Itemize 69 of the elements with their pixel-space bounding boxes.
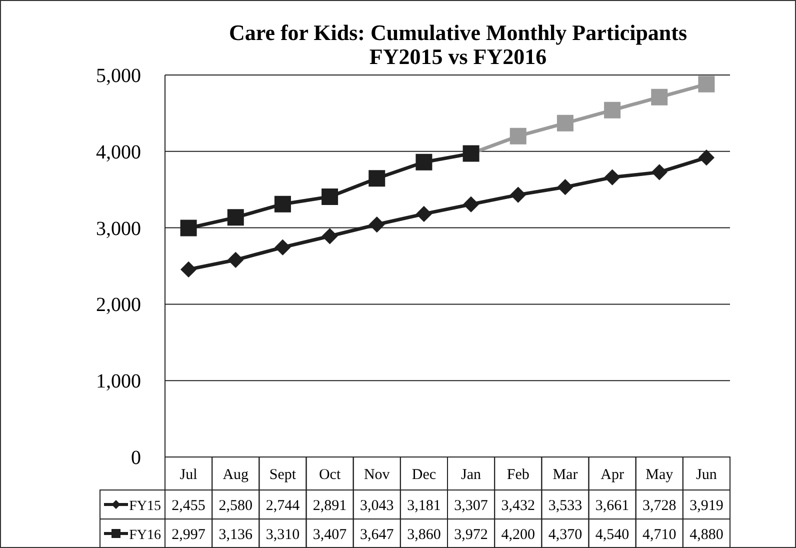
x-tick-label: Oct [318, 467, 342, 483]
data-label: 3,136 [218, 527, 253, 543]
y-tick-label: 4,000 [96, 141, 141, 164]
data-label: 3,407 [312, 527, 348, 543]
data-label: 2,997 [172, 527, 206, 543]
x-tick-label: Aug [222, 467, 250, 483]
legend-label: FY15 [129, 499, 161, 514]
data-label: 3,647 [360, 527, 394, 543]
x-tick-label: Nov [364, 467, 390, 483]
data-label: 3,728 [642, 498, 676, 514]
x-tick-label: Sept [269, 467, 297, 483]
point [556, 114, 574, 132]
data-label: 2,744 [266, 498, 300, 514]
data-label: 3,919 [690, 498, 724, 514]
point [510, 187, 526, 203]
x-tick-label: May [646, 467, 674, 483]
data-label: 4,540 [595, 527, 630, 543]
chart-title: Care for Kids: Cumulative Monthly Participants FY2015 vs FY2016 [228, 20, 688, 69]
y-tick-label: 5,000 [96, 65, 141, 87]
data-label: 3,860 [407, 527, 441, 543]
point [557, 179, 573, 195]
point [698, 150, 714, 166]
data-label: 4,880 [690, 527, 724, 543]
x-tick-label: Dec [412, 467, 436, 483]
point [228, 252, 244, 268]
data-label: 4,370 [548, 527, 582, 543]
x-tick-label: Feb [506, 467, 530, 483]
data-label: 4,710 [642, 527, 676, 543]
data-label: 2,580 [218, 498, 252, 514]
data-label: 3,043 [360, 498, 394, 514]
point [416, 206, 432, 222]
point [416, 154, 432, 170]
data-label: 3,307 [454, 498, 488, 514]
point [462, 145, 480, 162]
point [227, 209, 244, 226]
data-label: 2,455 [172, 498, 206, 514]
point [652, 164, 668, 180]
point [274, 196, 291, 212]
point [369, 216, 385, 232]
data-label: 3,432 [501, 498, 535, 514]
y-tick-label: 2,000 [96, 294, 141, 316]
y-tick-label: 1,000 [96, 370, 141, 393]
legend-label: FY16 [129, 528, 161, 543]
point [368, 170, 386, 187]
data-label: 4,200 [501, 527, 535, 543]
x-tick-label: Apr [600, 467, 624, 483]
x-tick-label: Jun [696, 467, 718, 483]
x-tick-label: Jul [180, 467, 198, 483]
point [698, 76, 715, 92]
data-label: 3,533 [548, 498, 582, 514]
data-label: 3,310 [266, 527, 300, 543]
data-label: 2,891 [312, 498, 347, 514]
point [274, 240, 290, 256]
point [180, 220, 197, 236]
y-tick-label: 0 [131, 447, 141, 469]
data-label: 3,181 [407, 498, 441, 514]
point [322, 188, 338, 205]
data-label: 3,972 [454, 527, 488, 543]
data-label: 3,661 [595, 498, 630, 514]
point [604, 170, 620, 186]
point [604, 102, 621, 118]
x-tick-label: Mar [552, 467, 578, 483]
y-tick-label: 3,000 [96, 218, 141, 240]
point [322, 228, 338, 244]
point [510, 128, 526, 144]
point [180, 262, 196, 278]
point [651, 88, 668, 106]
x-tick-label: Jan [461, 467, 482, 483]
point [463, 196, 479, 212]
